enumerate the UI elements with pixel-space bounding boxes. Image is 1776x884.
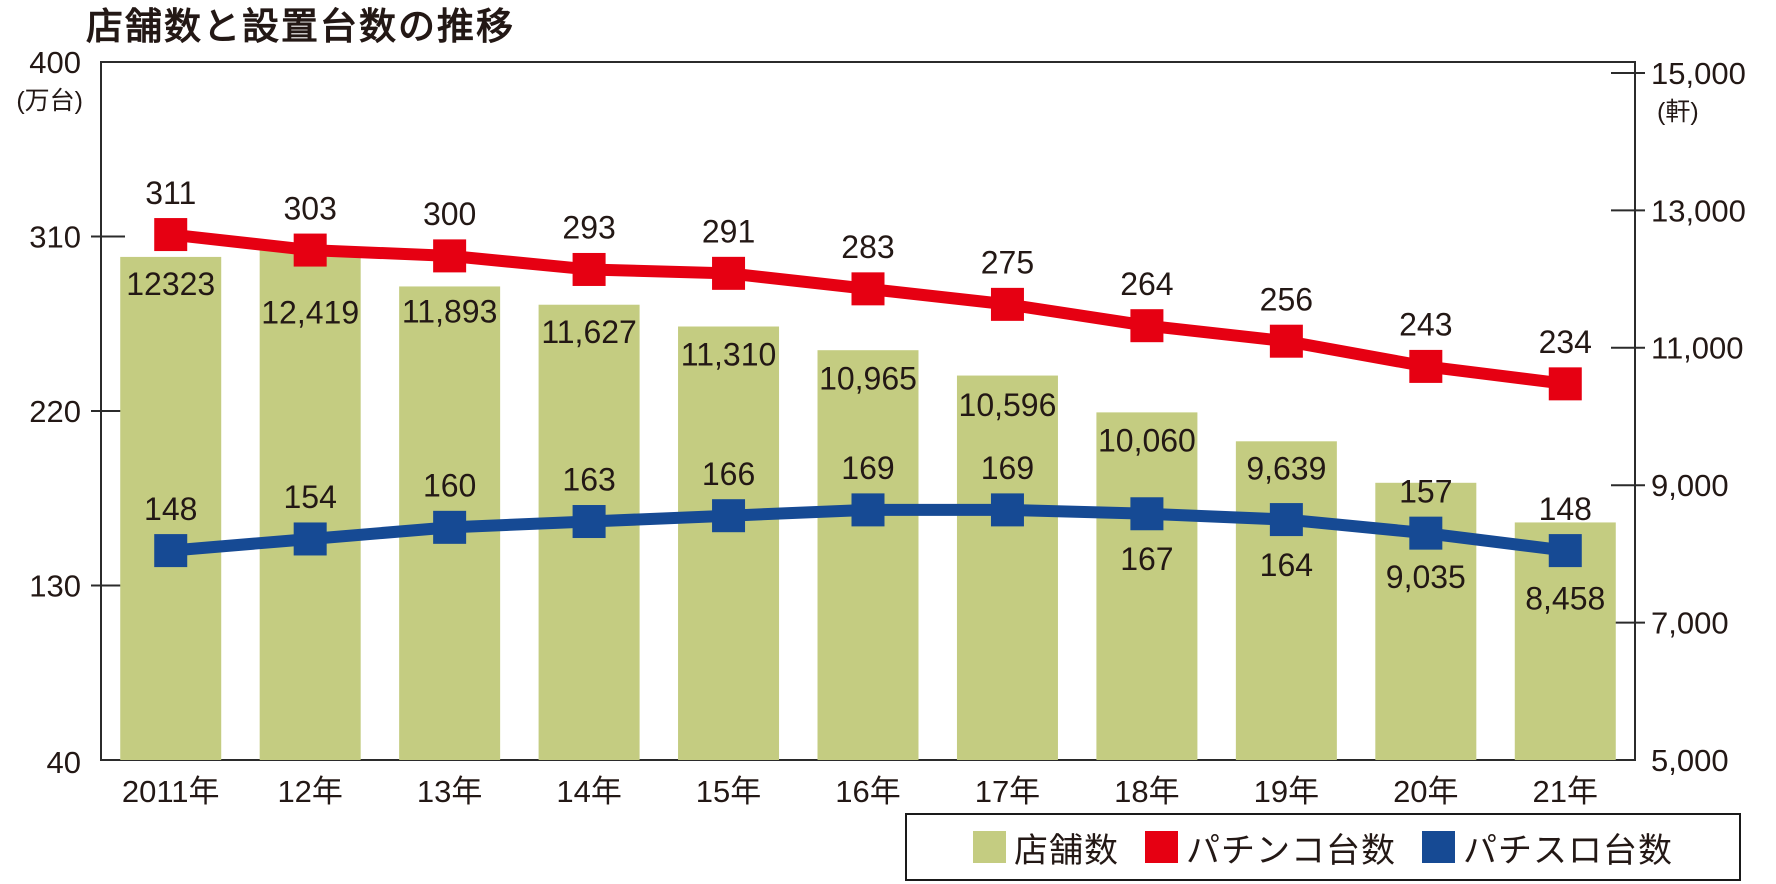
pachislot-value-label: 154 <box>283 479 336 515</box>
pachislot-value-label: 148 <box>144 491 197 527</box>
left-axis-unit: (万台) <box>16 87 83 115</box>
pachinko-marker <box>1409 349 1443 383</box>
pachislot-value-label: 163 <box>562 462 615 498</box>
bar-value-label: 10,060 <box>1098 423 1196 459</box>
pachinko-marker <box>851 272 885 306</box>
bar <box>817 350 919 760</box>
x-axis-label: 19年 <box>1254 774 1319 809</box>
pachinko-swatch <box>1145 831 1178 863</box>
bar <box>259 250 361 760</box>
bar-value-label: 9,035 <box>1386 559 1466 595</box>
pachinko-marker <box>1548 367 1582 401</box>
x-axis-label: 17年 <box>975 774 1040 809</box>
bar-value-label: 10,596 <box>959 387 1057 423</box>
legend-item-stores: 店舗数 <box>973 823 1119 872</box>
pachinko-value-label: 283 <box>841 229 894 265</box>
bar-value-label: 12323 <box>126 266 215 302</box>
pachislot-marker <box>712 499 746 533</box>
right-axis-tick-label: 15,000 <box>1651 56 1746 91</box>
right-axis-unit: (軒) <box>1657 98 1699 126</box>
legend-item-pachislot: パチスロ台数 <box>1422 823 1673 872</box>
pachinko-value-label: 303 <box>283 190 336 226</box>
pachinko-value-label: 234 <box>1539 324 1592 360</box>
stores-swatch <box>973 831 1006 863</box>
right-axis-tick-label: 5,000 <box>1651 743 1729 778</box>
x-axis-label: 21年 <box>1533 774 1598 809</box>
pachislot-marker <box>1269 503 1303 537</box>
pachislot-marker <box>1548 534 1582 568</box>
pachinko-value-label: 275 <box>981 245 1034 281</box>
pachislot-value-label: 167 <box>1120 541 1173 577</box>
right-axis-tick-label: 9,000 <box>1651 468 1729 503</box>
pachislot-swatch <box>1422 831 1455 863</box>
pachislot-value-label: 169 <box>981 450 1034 486</box>
bar <box>120 256 222 760</box>
pachinko-marker <box>1130 309 1164 343</box>
pachislot-value-label: 166 <box>702 456 755 492</box>
bar <box>956 375 1058 760</box>
bar-value-label: 11,627 <box>541 314 637 350</box>
bar <box>678 326 780 760</box>
left-axis-tick-label: 400 <box>29 45 81 80</box>
pachinko-value-label: 293 <box>562 210 615 246</box>
legend-item-pachinko: パチンコ台数 <box>1145 823 1396 872</box>
pachislot-marker <box>433 510 467 544</box>
pachinko-label: パチンコ台数 <box>1186 831 1396 870</box>
bar-value-label: 11,893 <box>402 294 498 330</box>
bar <box>1235 441 1337 760</box>
pachislot-value-label: 157 <box>1399 473 1452 509</box>
left-axis-tick-label: 130 <box>29 568 81 603</box>
pachinko-marker <box>1269 324 1303 358</box>
pachinko-value-label: 311 <box>145 175 196 211</box>
pachislot-marker <box>990 493 1024 527</box>
bar-value-label: 11,310 <box>681 337 777 373</box>
pachinko-marker <box>712 256 746 290</box>
right-axis-tick-label: 11,000 <box>1651 331 1744 366</box>
x-axis-label: 2011年 <box>122 774 220 809</box>
bar <box>1096 412 1198 760</box>
pachislot-value-label: 164 <box>1260 547 1313 583</box>
bar-value-label: 9,639 <box>1246 451 1326 487</box>
pachislot-label: パチスロ台数 <box>1463 831 1673 870</box>
pachislot-marker <box>1130 497 1164 531</box>
left-axis-tick-label: 310 <box>29 219 81 254</box>
bar-value-label: 8,458 <box>1525 581 1605 617</box>
pachinko-marker <box>572 252 606 286</box>
chart-title: 店舗数と設置台数の推移 <box>86 6 515 47</box>
pachinko-marker <box>433 239 467 273</box>
pachislot-value-label: 169 <box>841 450 894 486</box>
left-axis-tick-label: 220 <box>29 394 81 429</box>
pachinko-value-label: 264 <box>1120 266 1173 302</box>
pachinko-value-label: 256 <box>1260 281 1313 317</box>
x-axis-label: 14年 <box>556 774 621 809</box>
right-axis-tick-label: 13,000 <box>1651 193 1746 228</box>
pachislot-marker <box>572 505 606 539</box>
pachinko-marker <box>154 218 188 252</box>
pachinko-value-label: 300 <box>423 196 476 232</box>
pachinko-value-label: 291 <box>702 214 755 250</box>
pachislot-marker <box>293 522 327 556</box>
bar-value-label: 10,965 <box>819 360 917 396</box>
x-axis-label: 13年 <box>417 774 482 809</box>
pachinko-marker <box>293 233 327 267</box>
pachislot-value-label: 160 <box>423 468 476 504</box>
x-axis-label: 15年 <box>696 774 761 809</box>
pachislot-marker <box>1409 516 1443 550</box>
pachinko-value-label: 243 <box>1399 307 1452 343</box>
pachislot-value-label: 148 <box>1539 491 1592 527</box>
right-axis-tick-label: 7,000 <box>1651 605 1729 640</box>
x-axis-label: 18年 <box>1114 774 1179 809</box>
left-axis-tick-label: 40 <box>47 745 81 780</box>
x-axis-label: 20年 <box>1393 774 1458 809</box>
x-axis-label: 12年 <box>277 774 342 809</box>
x-axis-label: 16年 <box>835 774 900 809</box>
stores-label: 店舗数 <box>1014 831 1119 870</box>
pachislot-marker <box>154 534 188 568</box>
pachinko-marker <box>990 287 1024 321</box>
pachislot-marker <box>851 493 885 527</box>
bar-value-label: 12,419 <box>261 295 359 331</box>
legend: 店舗数 パチンコ台数 パチスロ台数 <box>905 813 1741 881</box>
